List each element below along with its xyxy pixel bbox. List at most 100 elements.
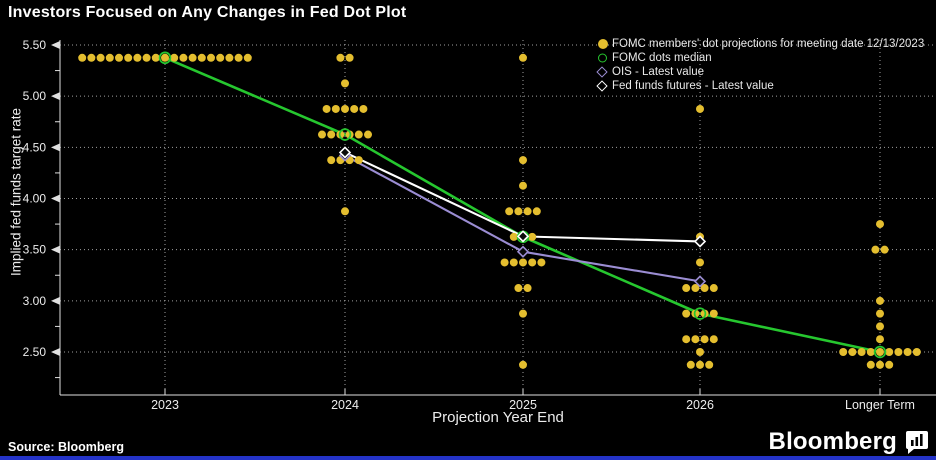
- legend-label: OIS - Latest value: [612, 66, 705, 78]
- fomc-dot: [225, 53, 234, 62]
- filled-circle-icon: [598, 38, 612, 50]
- fomc-dot: [696, 258, 704, 267]
- axes: 5.50 5.00 4.50 4.00 3.50 3.00 2.50 2023 2024 2025…: [23, 38, 936, 412]
- fomc-dot: [682, 335, 691, 344]
- legend-item-2: OIS - Latest value: [596, 65, 924, 79]
- fomc-dot: [322, 104, 331, 113]
- median-marker: [338, 128, 352, 141]
- y-tick-arrow: [51, 41, 60, 49]
- fomc-dot: [885, 347, 894, 356]
- fomc-dot: [354, 156, 363, 165]
- x-tick-label: 2023: [151, 398, 179, 412]
- fomc-dot: [839, 347, 848, 356]
- fomc-dot: [341, 207, 349, 216]
- fomc-dot: [96, 53, 105, 62]
- fomc-dot: [682, 309, 691, 318]
- fomc-dot: [700, 335, 709, 344]
- fomc-dot: [885, 360, 894, 369]
- fomc-dot: [188, 53, 197, 62]
- open-diamond-icon: [596, 66, 612, 78]
- bottom-accent-strip: [0, 456, 936, 460]
- bloomberg-logo: Bloomberg: [769, 428, 930, 456]
- fomc-dot: [537, 258, 546, 267]
- fomc-dot: [243, 53, 252, 62]
- y-tick-label: 3.00: [23, 294, 47, 308]
- median-marker: [693, 307, 707, 320]
- fomc-dot: [691, 284, 700, 293]
- fomc-dot: [500, 258, 509, 267]
- fomc-dot: [894, 347, 903, 356]
- fomc-dot: [115, 53, 123, 62]
- fomc-dot: [519, 53, 527, 62]
- source-attribution: Source: Bloomberg: [8, 440, 124, 454]
- legend-label: FOMC members' dot projections for meetin…: [612, 38, 925, 50]
- fomc-dot: [318, 130, 326, 139]
- y-tick-label: 5.50: [23, 38, 47, 52]
- fomc-dot: [857, 347, 866, 356]
- legend-item-1: FOMC dots median: [598, 51, 924, 65]
- fomc-dot: [509, 258, 518, 267]
- fomc-dot: [523, 284, 532, 293]
- fomc-dot: [876, 309, 884, 318]
- fomc-dot: [161, 53, 169, 62]
- series-markers: [158, 51, 887, 359]
- fomc-dot-projections: [78, 53, 921, 369]
- fomc-dot: [133, 53, 142, 62]
- fomc-dot: [700, 284, 709, 293]
- fomc-dot: [331, 104, 340, 113]
- fomc-dot: [848, 347, 857, 356]
- fomc-dot: [912, 347, 921, 356]
- legend-label: FOMC dots median: [612, 52, 712, 64]
- y-axis-title: Implied fed funds target rate: [8, 107, 24, 277]
- x-tick-label: 2024: [331, 398, 359, 412]
- fomc-dot: [876, 335, 884, 344]
- fomc-dot: [519, 181, 527, 190]
- fomc-dot: [523, 207, 532, 216]
- fomc-dot: [105, 53, 114, 62]
- fomc-dot: [876, 347, 884, 356]
- x-tick-label: 2026: [686, 398, 714, 412]
- x-axis-title: Projection Year End: [432, 409, 564, 426]
- x-tick-label: Longer Term: [845, 398, 915, 412]
- fomc-dot: [505, 207, 514, 216]
- fomc-dot: [345, 53, 354, 62]
- fomc-dot: [691, 335, 700, 344]
- gridlines: [60, 40, 936, 395]
- fomc-dot: [151, 53, 160, 62]
- fomc-dot: [880, 245, 889, 254]
- fomc-dot: [519, 156, 527, 165]
- fomc-dot: [327, 130, 336, 139]
- y-tick-label: 2.50: [23, 345, 47, 359]
- legend-item-0: FOMC members' dot projections for meetin…: [598, 37, 924, 51]
- latest-value-diamond-marker: [693, 275, 707, 288]
- fomc-dot: [871, 245, 880, 254]
- fomc-dot: [876, 322, 884, 331]
- median-marker: [158, 51, 172, 65]
- fomc-dot: [234, 53, 243, 62]
- y-tick-label: 5.00: [23, 89, 47, 103]
- chart-legend: FOMC members' dot projections for meetin…: [596, 37, 924, 93]
- y-tick-arrow: [51, 347, 60, 356]
- fomc-dot: [354, 130, 363, 139]
- legend-label: Fed funds futures - Latest value: [612, 80, 774, 92]
- fomc-dot: [876, 220, 884, 229]
- y-tick-arrow: [51, 296, 60, 305]
- y-tick-arrow: [51, 245, 60, 254]
- x-tick-label: 2025: [509, 398, 537, 412]
- fomc-dot: [359, 104, 368, 113]
- fomc-dot: [364, 130, 372, 139]
- fomc-dot: [124, 53, 133, 62]
- fomc-dot: [514, 207, 523, 216]
- fomc-dot: [336, 53, 345, 62]
- fomc-dot: [341, 104, 349, 113]
- fomc-dot: [709, 335, 718, 344]
- fomc-dot: [207, 53, 215, 62]
- open-diamond-icon: [596, 80, 612, 92]
- fomc-dot: [696, 104, 704, 113]
- open-circle-icon: [598, 52, 612, 64]
- y-tick-label: 4.00: [23, 191, 47, 205]
- fomc-dot: [514, 284, 523, 293]
- fomc-dot: [686, 360, 695, 369]
- dot-plot-chart: 5.50 5.00 4.50 4.00 3.50 3.00 2.50 2023 2024 2025…: [23, 38, 936, 412]
